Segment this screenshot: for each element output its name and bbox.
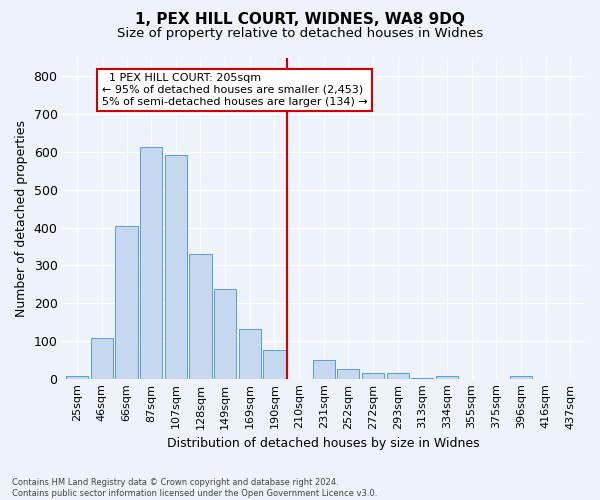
X-axis label: Distribution of detached houses by size in Widnes: Distribution of detached houses by size … — [167, 437, 480, 450]
Text: 1, PEX HILL COURT, WIDNES, WA8 9DQ: 1, PEX HILL COURT, WIDNES, WA8 9DQ — [135, 12, 465, 28]
Bar — [510, 376, 532, 378]
Bar — [115, 226, 137, 378]
Bar — [386, 372, 409, 378]
Bar — [313, 360, 335, 378]
Bar — [337, 369, 359, 378]
Y-axis label: Number of detached properties: Number of detached properties — [15, 120, 28, 316]
Text: Size of property relative to detached houses in Widnes: Size of property relative to detached ho… — [117, 28, 483, 40]
Bar — [362, 374, 384, 378]
Text: 1 PEX HILL COURT: 205sqm
← 95% of detached houses are smaller (2,453)
5% of semi: 1 PEX HILL COURT: 205sqm ← 95% of detach… — [102, 74, 368, 106]
Bar — [190, 254, 212, 378]
Bar — [263, 350, 286, 378]
Bar — [239, 329, 261, 378]
Bar — [214, 289, 236, 378]
Text: Contains HM Land Registry data © Crown copyright and database right 2024.
Contai: Contains HM Land Registry data © Crown c… — [12, 478, 377, 498]
Bar — [436, 376, 458, 378]
Bar — [91, 338, 113, 378]
Bar — [66, 376, 88, 378]
Bar — [140, 148, 162, 378]
Bar — [165, 155, 187, 378]
